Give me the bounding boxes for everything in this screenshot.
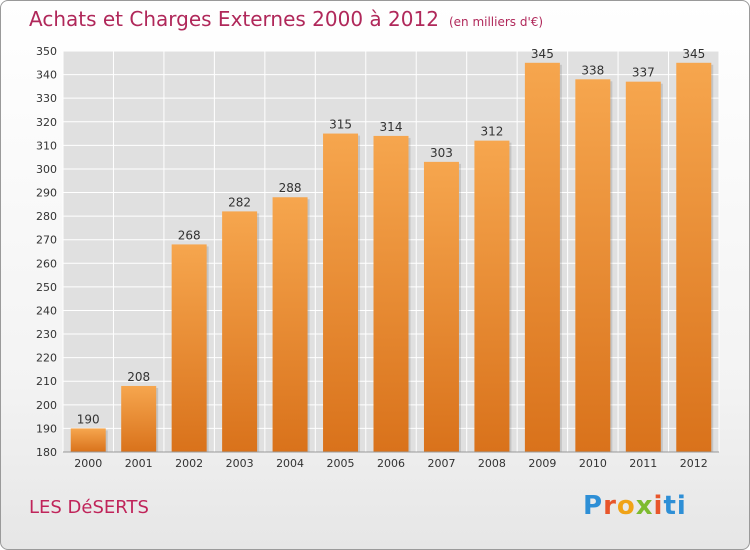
logo-letter: P [583,491,604,521]
logo-letter: x [635,491,654,521]
logo-letter: ti [663,491,687,521]
y-tick-label: 320 [36,116,57,129]
data-label: 345 [682,47,705,61]
y-tick-label: 260 [36,257,57,270]
x-tick-label: 2006 [377,457,405,470]
y-tick-label: 220 [36,352,57,365]
x-tick-label: 2005 [327,457,355,470]
bar [222,211,258,452]
data-label: 288 [279,181,302,195]
x-tick-label: 2003 [226,457,254,470]
data-label: 208 [127,370,150,384]
logo-letter: r [603,491,617,521]
x-tick-label: 2011 [629,457,657,470]
bar [474,140,510,452]
data-label: 345 [531,47,554,61]
y-tick-label: 230 [36,328,57,341]
x-tick-label: 2012 [680,457,708,470]
bar [575,79,611,453]
y-tick-label: 350 [36,45,57,58]
bar [423,161,459,453]
x-tick-label: 2007 [427,457,455,470]
chart-title-text: Achats et Charges Externes 2000 à 2012 [29,7,439,31]
y-tick-label: 210 [36,375,57,388]
y-tick-label: 340 [36,69,57,82]
x-tick-label: 2001 [125,457,153,470]
proxiti-logo: Proxiti [583,491,687,521]
data-label: 303 [430,146,453,160]
x-tick-label: 2009 [528,457,556,470]
y-tick-label: 280 [36,210,57,223]
bar [323,133,359,452]
x-tick-label: 2002 [175,457,203,470]
y-tick-label: 190 [36,422,57,435]
y-tick-label: 180 [36,446,57,459]
y-tick-label: 200 [36,399,57,412]
bar [524,62,560,452]
data-label: 314 [380,120,403,134]
data-label: 337 [632,66,655,80]
x-tick-label: 2004 [276,457,304,470]
bar [625,81,661,452]
y-tick-label: 290 [36,187,57,200]
logo-letter: o [616,491,636,521]
x-tick-label: 2008 [478,457,506,470]
bar [70,428,106,452]
bar [373,135,409,452]
bar [121,385,157,452]
x-tick-label: 2000 [74,457,102,470]
data-label: 282 [228,195,251,209]
bar [676,62,712,452]
chart-title: Achats et Charges Externes 2000 à 2012 (e… [29,7,543,31]
y-tick-label: 330 [36,92,57,105]
data-label: 190 [77,412,100,426]
data-label: 315 [329,118,352,132]
data-label: 338 [581,63,604,77]
place-name: LES DéSERTS [29,497,149,518]
chart-unit: (en milliers d'€) [448,15,544,29]
x-tick-label: 2010 [579,457,607,470]
logo-letter: i [653,491,664,521]
data-label: 268 [178,228,201,242]
bar [272,197,308,452]
y-tick-label: 310 [36,139,57,152]
y-tick-label: 240 [36,304,57,317]
y-tick-label: 300 [36,163,57,176]
data-label: 312 [480,125,503,139]
bar [171,244,207,452]
y-tick-label: 270 [36,234,57,247]
y-tick-label: 250 [36,281,57,294]
